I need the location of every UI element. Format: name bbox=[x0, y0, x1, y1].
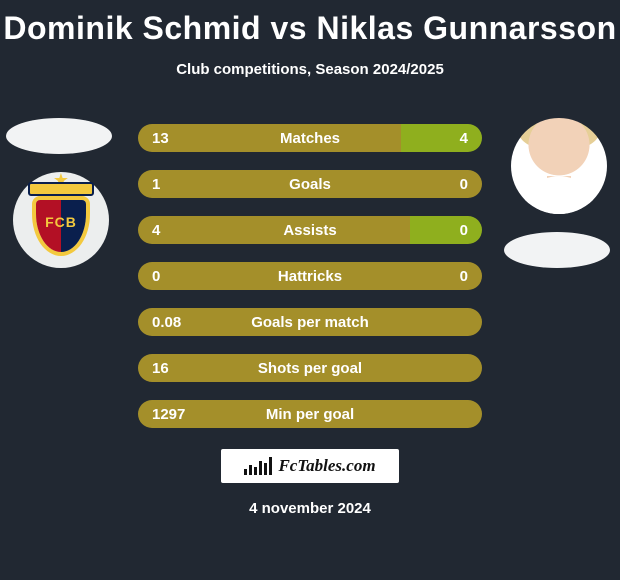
fc-basel-crest-icon: ★ FCB bbox=[28, 180, 94, 260]
stat-left-segment bbox=[138, 262, 482, 290]
right-ellipse-placeholder bbox=[504, 232, 610, 268]
stat-left-segment bbox=[138, 124, 401, 152]
page-title: Dominik Schmid vs Niklas Gunnarsson bbox=[0, 0, 620, 47]
avatar-neck bbox=[547, 176, 571, 198]
logo-bar bbox=[259, 461, 262, 475]
subtitle: Club competitions, Season 2024/2025 bbox=[0, 61, 620, 78]
crest-scroll bbox=[28, 182, 94, 196]
logo-bar bbox=[264, 463, 267, 475]
stat-right-segment bbox=[401, 124, 482, 152]
stat-row: Assists40 bbox=[138, 216, 482, 244]
right-player-side bbox=[504, 118, 614, 268]
logo-bar bbox=[254, 467, 257, 475]
stat-row: Min per goal1297 bbox=[138, 400, 482, 428]
vs-separator: vs bbox=[270, 10, 307, 46]
stat-row: Shots per goal16 bbox=[138, 354, 482, 382]
logo-bar bbox=[249, 465, 252, 475]
stat-row: Goals per match0.08 bbox=[138, 308, 482, 336]
left-ellipse-placeholder bbox=[6, 118, 112, 154]
comparison-bars: Matches134 Goals10 Assists40 Hattricks00 Goa… bbox=[138, 124, 482, 446]
stat-row: Goals10 bbox=[138, 170, 482, 198]
stat-left-segment bbox=[138, 400, 482, 428]
logo-bar bbox=[244, 469, 247, 475]
stat-row: Hattricks00 bbox=[138, 262, 482, 290]
stat-left-segment bbox=[138, 216, 410, 244]
stat-left-segment bbox=[138, 308, 482, 336]
left-club-badge: ★ FCB bbox=[13, 172, 109, 268]
crest-letters: FCB bbox=[36, 214, 86, 230]
stat-row: Matches134 bbox=[138, 124, 482, 152]
date-label: 4 november 2024 bbox=[0, 500, 620, 517]
crest-shield: FCB bbox=[32, 196, 90, 256]
fctables-link[interactable]: FcTables.com bbox=[221, 449, 399, 483]
fctables-text: FcTables.com bbox=[278, 456, 375, 476]
left-player-side: ★ FCB bbox=[6, 118, 116, 268]
stat-left-segment bbox=[138, 354, 482, 382]
right-player-avatar bbox=[511, 118, 607, 214]
stat-left-segment bbox=[138, 170, 482, 198]
player2-name: Niklas Gunnarsson bbox=[316, 10, 616, 46]
fctables-bars-icon bbox=[244, 457, 272, 475]
player1-name: Dominik Schmid bbox=[3, 10, 261, 46]
logo-bar bbox=[269, 457, 272, 475]
stat-right-segment bbox=[410, 216, 482, 244]
